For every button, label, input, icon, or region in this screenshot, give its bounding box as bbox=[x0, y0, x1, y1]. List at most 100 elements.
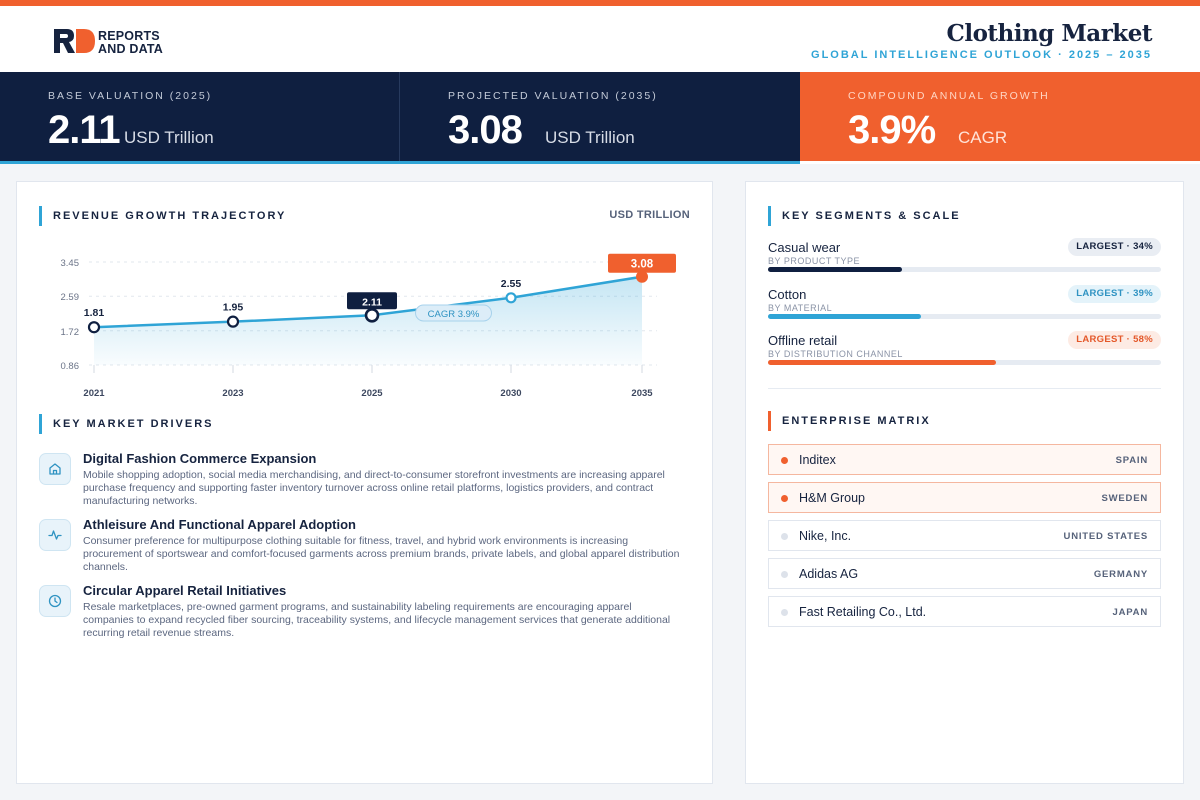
left-card: REVENUE GROWTH TRAJECTORY USD TRILLION 3… bbox=[16, 181, 713, 784]
kpi-cagr: COMPOUND ANNUAL GROWTH 3.9% CAGR bbox=[800, 72, 1200, 164]
enterprise-country: GERMANY bbox=[1093, 569, 1148, 580]
kpi-value: 2.11 bbox=[48, 108, 121, 152]
drivers-section-title: KEY MARKET DRIVERS bbox=[39, 414, 213, 434]
right-card: KEY SEGMENTS & SCALE Casual wear BY PROD… bbox=[745, 181, 1184, 784]
enterprise-row[interactable]: Nike, Inc. UNITED STATES bbox=[768, 520, 1161, 551]
chart-unit-label: USD TRILLION bbox=[609, 209, 690, 221]
data-label: 1.95 bbox=[223, 302, 244, 314]
page-subtitle: GLOBAL INTELLIGENCE OUTLOOK · 2025 – 203… bbox=[811, 49, 1152, 61]
status-dot bbox=[781, 533, 788, 540]
x-tick-label: 2023 bbox=[222, 388, 243, 399]
x-tick-label: 2030 bbox=[500, 388, 521, 399]
segment-offline-retail: Offline retail BY DISTRIBUTION CHANNEL L… bbox=[768, 331, 1161, 373]
rd-logo-mark-icon bbox=[54, 29, 95, 53]
kpi-value: 3.08 bbox=[448, 108, 523, 152]
segments-section-title: KEY SEGMENTS & SCALE bbox=[768, 206, 961, 226]
segment-share-track bbox=[768, 267, 1161, 272]
data-label-box bbox=[347, 292, 397, 310]
chart-section-title: REVENUE GROWTH TRAJECTORY bbox=[39, 206, 286, 226]
segment-share-track bbox=[768, 360, 1161, 365]
data-point bbox=[87, 321, 101, 334]
status-dot bbox=[781, 609, 788, 616]
page-header: REPORTS AND DATA Clothing Market GLOBAL … bbox=[0, 6, 1200, 72]
kpi-value: 3.9% bbox=[848, 108, 936, 152]
enterprise-row[interactable]: Inditex SPAIN bbox=[768, 444, 1161, 475]
driver-description: Consumer preference for multipurpose clo… bbox=[83, 535, 680, 573]
segment-share-badge: LARGEST · 34% bbox=[1068, 238, 1161, 256]
kpi-label: BASE VALUATION (2025) bbox=[48, 90, 213, 102]
segment-share-bar bbox=[768, 267, 902, 272]
clock-icon bbox=[39, 585, 71, 617]
cagr-annotation-pill bbox=[415, 304, 492, 322]
segment-share-badge: LARGEST · 58% bbox=[1068, 331, 1161, 349]
driver-title: Circular Apparel Retail Initiatives bbox=[83, 583, 287, 598]
segment-share-bar bbox=[768, 360, 996, 365]
y-tick-label: 2.59 bbox=[61, 292, 80, 303]
data-label: 3.08 bbox=[631, 259, 654, 271]
x-tick-label: 2035 bbox=[631, 388, 653, 399]
kpi-base-valuation: BASE VALUATION (2025) 2.11 USD Trillion bbox=[0, 72, 400, 164]
storefront-icon bbox=[39, 453, 71, 485]
data-point bbox=[636, 270, 648, 283]
brand-line-2: AND DATA bbox=[98, 42, 164, 56]
segment-cotton: Cotton BY MATERIAL LARGEST · 39% bbox=[768, 285, 1161, 327]
data-label: 2.11 bbox=[362, 296, 382, 308]
segment-name: Offline retail bbox=[768, 333, 838, 348]
segment-share-track bbox=[768, 314, 1161, 319]
enterprise-name: H&M Group bbox=[799, 491, 865, 505]
y-tick-label: 0.86 bbox=[61, 361, 80, 372]
kpi-unit: CAGR bbox=[958, 128, 1008, 147]
enterprise-country: SPAIN bbox=[1115, 455, 1148, 466]
brand-name: REPORTS AND DATA bbox=[98, 29, 164, 56]
brand-line-1: REPORTS bbox=[98, 29, 160, 43]
page-title: Clothing Market bbox=[946, 20, 1153, 47]
segment-category: BY MATERIAL bbox=[768, 303, 833, 313]
top-accent-bar bbox=[0, 0, 1200, 6]
status-dot bbox=[781, 457, 788, 464]
driver-title: Digital Fashion Commerce Expansion bbox=[83, 451, 317, 466]
kpi-divider bbox=[399, 72, 400, 161]
kpi-label: PROJECTED VALUATION (2035) bbox=[448, 90, 658, 102]
kpi-projected-valuation: PROJECTED VALUATION (2035) 3.08 USD Tril… bbox=[400, 72, 800, 164]
data-label-box bbox=[608, 253, 676, 273]
enterprise-row[interactable]: Fast Retailing Co., Ltd. JAPAN bbox=[768, 596, 1161, 627]
segment-name: Casual wear bbox=[768, 240, 841, 255]
revenue-line-chart: 3.45 2.59 1.72 0.86 2021 2023 2025 2030 2035 CAG… bbox=[61, 253, 676, 399]
enterprise-row[interactable]: Adidas AG GERMANY bbox=[768, 558, 1161, 589]
x-tick-label: 2025 bbox=[361, 388, 383, 399]
segment-category: BY DISTRIBUTION CHANNEL bbox=[768, 349, 903, 359]
enterprise-section-title: ENTERPRISE MATRIX bbox=[768, 411, 931, 431]
segment-name: Cotton bbox=[768, 287, 807, 302]
cagr-annotation-text: CAGR 3.9% bbox=[428, 309, 480, 320]
kpi-label: COMPOUND ANNUAL GROWTH bbox=[848, 90, 1050, 102]
data-label: 2.55 bbox=[501, 278, 522, 290]
status-dot bbox=[781, 495, 788, 502]
data-point bbox=[505, 292, 517, 304]
enterprise-name: Adidas AG bbox=[799, 567, 859, 581]
segment-casual-wear: Casual wear BY PRODUCT TYPE LARGEST · 34… bbox=[768, 238, 1161, 280]
driver-description: Resale marketplaces, pre-owned garment p… bbox=[83, 601, 671, 639]
y-tick-label: 3.45 bbox=[61, 258, 80, 269]
enterprise-country: UNITED STATES bbox=[1063, 531, 1148, 542]
driver-description: Mobile shopping adoption, social media m… bbox=[83, 469, 665, 507]
enterprise-name: Fast Retailing Co., Ltd. bbox=[799, 605, 927, 619]
pulse-icon bbox=[39, 519, 71, 551]
kpi-unit: USD Trillion bbox=[124, 128, 214, 147]
x-tick-label: 2021 bbox=[83, 388, 105, 399]
segment-share-bar bbox=[768, 314, 922, 319]
enterprise-row[interactable]: H&M Group SWEDEN bbox=[768, 482, 1161, 513]
status-dot bbox=[781, 571, 788, 578]
data-label: 1.81 bbox=[84, 307, 105, 319]
y-tick-label: 1.72 bbox=[61, 327, 80, 338]
enterprise-name: Nike, Inc. bbox=[799, 529, 852, 543]
brand-logo: REPORTS AND DATA bbox=[54, 28, 184, 58]
enterprise-name: Inditex bbox=[799, 453, 836, 467]
driver-title: Athleisure And Functional Apparel Adopti… bbox=[83, 517, 356, 532]
enterprise-country: JAPAN bbox=[1112, 607, 1148, 618]
segment-share-badge: LARGEST · 39% bbox=[1068, 285, 1161, 303]
segment-category: BY PRODUCT TYPE bbox=[768, 256, 861, 266]
enterprise-country: SWEDEN bbox=[1101, 493, 1148, 504]
data-point bbox=[364, 307, 380, 323]
data-point bbox=[226, 315, 240, 328]
kpi-unit: USD Trillion bbox=[545, 128, 635, 147]
